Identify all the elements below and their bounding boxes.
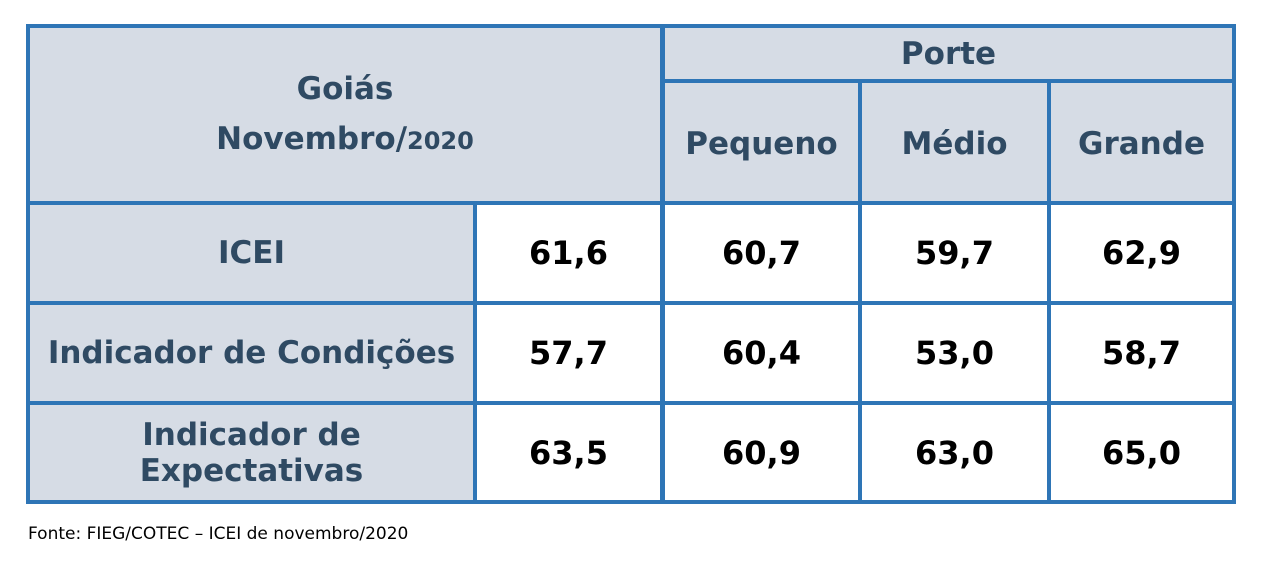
condicoes-medio-value: 53,0 <box>862 305 1047 401</box>
expectativas-pequeno-value: 60,9 <box>665 405 858 500</box>
porte-header: Porte <box>665 28 1232 79</box>
column-header-pequeno: Pequeno <box>665 83 858 201</box>
row-label-condicoes: Indicador de Condições <box>30 305 473 401</box>
icei-grande-value: 62,9 <box>1051 205 1232 301</box>
column-header-medio: Médio <box>862 83 1047 201</box>
icei-pequeno-value: 60,7 <box>665 205 858 301</box>
condicoes-pequeno-value: 60,4 <box>665 305 858 401</box>
condicoes-total-value: 57,7 <box>477 305 660 401</box>
row-label-icei: ICEI <box>30 205 473 301</box>
title-year: 2020 <box>407 126 474 155</box>
title-region: Goiás <box>296 70 394 107</box>
icei-total-value: 61,6 <box>477 205 660 301</box>
data-table: Goiás Novembro/2020 Porte Pequeno Médio … <box>26 24 1236 504</box>
icei-medio-value: 59,7 <box>862 205 1047 301</box>
row-label-expectativas: Indicador de Expectativas <box>30 405 473 500</box>
expectativas-grande-value: 65,0 <box>1051 405 1232 500</box>
expectativas-total-value: 63,5 <box>477 405 660 500</box>
title-month: Novembro/ <box>216 120 408 157</box>
source-note: Fonte: FIEG/COTEC – ICEI de novembro/202… <box>28 524 409 544</box>
expectativas-medio-value: 63,0 <box>862 405 1047 500</box>
column-header-grande: Grande <box>1051 83 1232 201</box>
condicoes-grande-value: 58,7 <box>1051 305 1232 401</box>
table-title-cell: Goiás Novembro/2020 <box>30 28 660 201</box>
title-period: Novembro/2020 <box>216 114 474 166</box>
